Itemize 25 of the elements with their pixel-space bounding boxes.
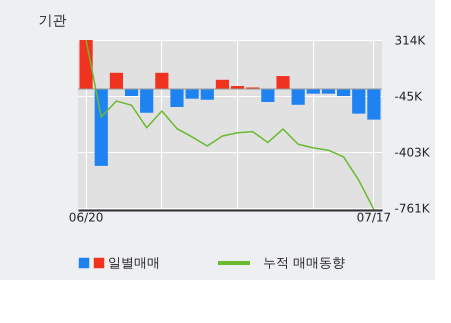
x-tick-label: 06/20 [68,210,104,224]
line-series [85,40,375,210]
bar [124,89,138,96]
bar [216,80,230,90]
x-tick-label: 07/17 [356,210,392,224]
bar [261,89,274,102]
bar [276,76,290,90]
y-tick-label: -403K [394,145,431,160]
bar [155,72,168,90]
y-tick-label: -761K [394,201,431,216]
bar [200,89,214,100]
chart-title: 기관 [38,13,66,29]
bar [80,40,93,90]
legend-label: 일별매매 [108,256,160,271]
bar [94,89,108,166]
bar [170,89,184,107]
bar [186,89,199,99]
bar [140,89,154,113]
bar [367,89,380,120]
bar [352,89,366,114]
bar [110,72,123,90]
legend-label: 누적 매매동향 [263,256,346,271]
y-tick-label: 314K [394,34,426,48]
y-tick-label: -45K [394,90,424,104]
bar [337,89,350,96]
